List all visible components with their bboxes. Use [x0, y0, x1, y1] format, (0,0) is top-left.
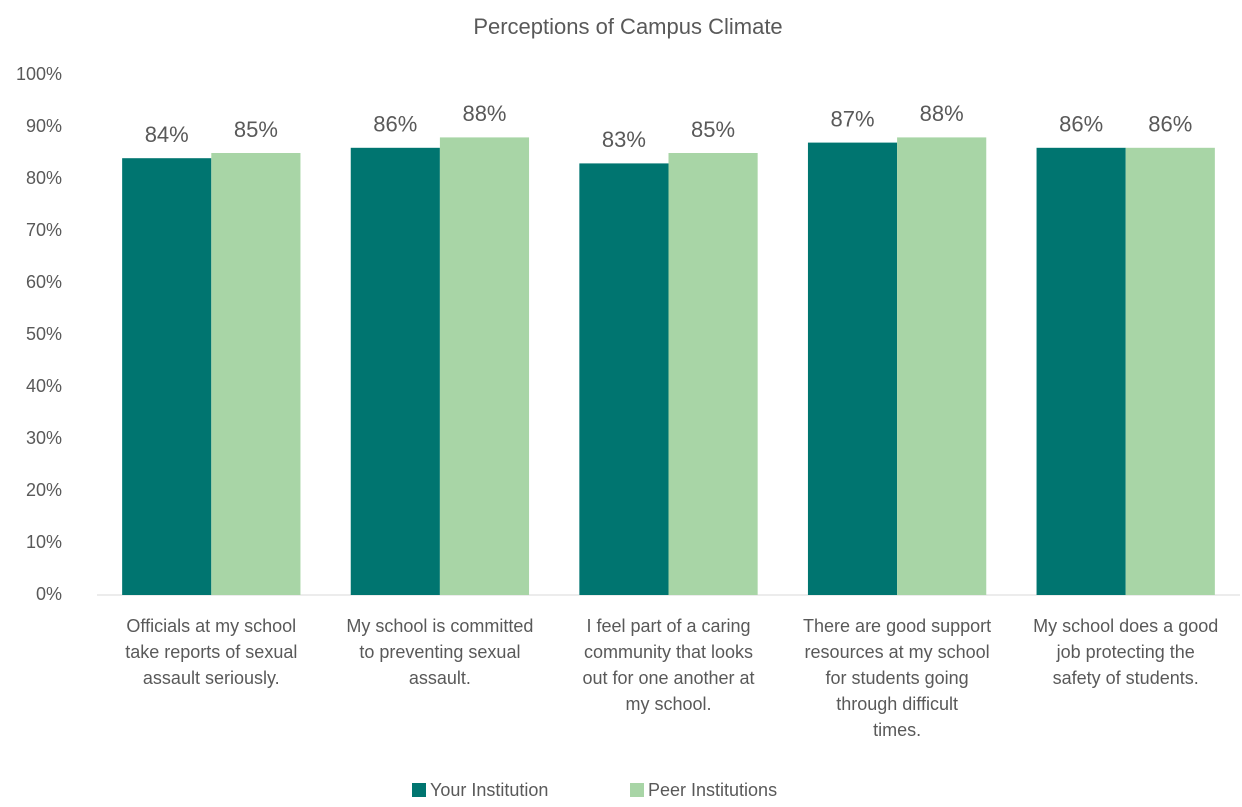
bar [439, 137, 530, 595]
bar [1036, 147, 1126, 596]
value-label: 84% [145, 122, 189, 147]
value-label: 87% [830, 106, 874, 131]
legend-swatch [630, 783, 644, 797]
bar [1125, 147, 1215, 596]
value-label: 85% [691, 117, 735, 142]
x-tick-label: My school does a good job protecting the s… [1033, 616, 1218, 688]
bar [211, 153, 301, 595]
bar [897, 137, 987, 595]
x-tick-label: I feel part of a caring community that lo… [582, 616, 754, 714]
value-label: 83% [602, 127, 646, 152]
chart-title: Perceptions of Campus Climate [473, 14, 782, 39]
y-tick-label: 70% [26, 220, 62, 240]
bar [579, 163, 669, 595]
bar [350, 147, 440, 596]
legend-swatch [412, 783, 426, 797]
value-label: 88% [462, 101, 506, 126]
y-tick-label: 100% [16, 64, 62, 84]
y-tick-label: 40% [26, 376, 62, 396]
y-tick-label: 60% [26, 272, 62, 292]
bar [807, 142, 898, 595]
value-label: 86% [373, 112, 417, 137]
y-tick-label: 50% [26, 324, 62, 344]
value-label: 86% [1148, 112, 1192, 137]
y-tick-label: 90% [26, 116, 62, 136]
y-tick-label: 30% [26, 428, 62, 448]
y-tick-label: 20% [26, 480, 62, 500]
x-tick-label: There are good support resources at my sc… [803, 616, 991, 740]
bar [668, 153, 758, 595]
value-label: 85% [234, 117, 278, 142]
y-tick-label: 0% [36, 584, 62, 604]
value-label: 86% [1059, 112, 1103, 137]
legend-label: Peer Institutions [648, 780, 777, 800]
bar [122, 158, 212, 595]
value-label: 88% [920, 101, 964, 126]
legend-label: Your Institution [430, 780, 548, 800]
x-tick-label: My school is committed to preventing sexu… [346, 616, 533, 688]
x-tick-label: Officials at my school take reports of se… [125, 616, 297, 688]
y-tick-label: 10% [26, 532, 62, 552]
y-tick-label: 80% [26, 168, 62, 188]
